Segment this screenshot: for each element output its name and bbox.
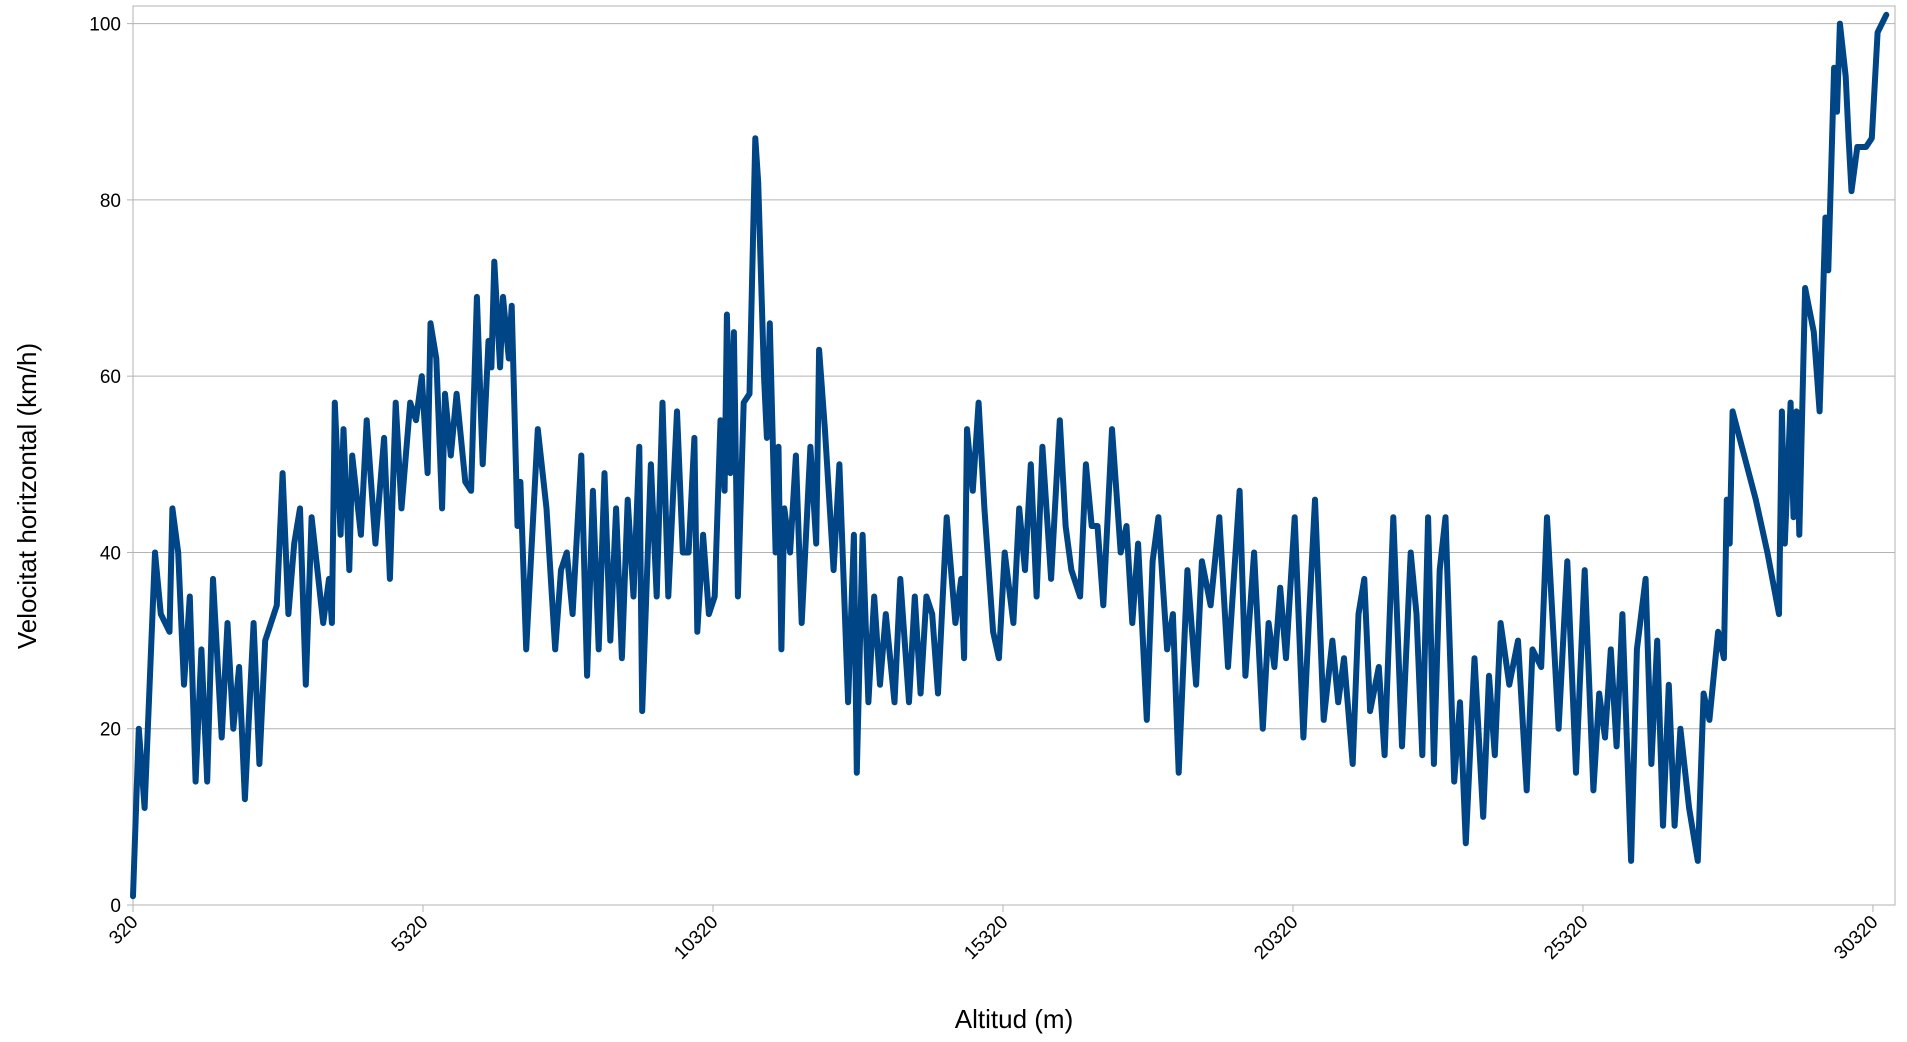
y-axis-title: Velocitat horitzontal (km/h) — [12, 343, 42, 649]
x-tick-label: 5320 — [388, 912, 433, 957]
y-tick-label: 0 — [110, 896, 121, 917]
x-tick-label: 30320 — [1830, 912, 1882, 964]
x-tick-label: 20320 — [1250, 912, 1302, 964]
data-line — [130, 11, 1890, 900]
x-tick-label: 25320 — [1540, 912, 1592, 964]
x-tick-label: 10320 — [670, 912, 722, 964]
x-axis-title: Altitud (m) — [955, 1004, 1073, 1034]
y-tick-label: 60 — [100, 367, 121, 388]
x-tick-label: 15320 — [960, 912, 1012, 964]
y-tick-label: 80 — [100, 191, 121, 212]
y-tick-label: 20 — [100, 720, 121, 741]
y-tick-label: 40 — [100, 543, 121, 564]
y-tick-label: 100 — [89, 15, 121, 36]
x-tick-label: 320 — [105, 912, 142, 949]
